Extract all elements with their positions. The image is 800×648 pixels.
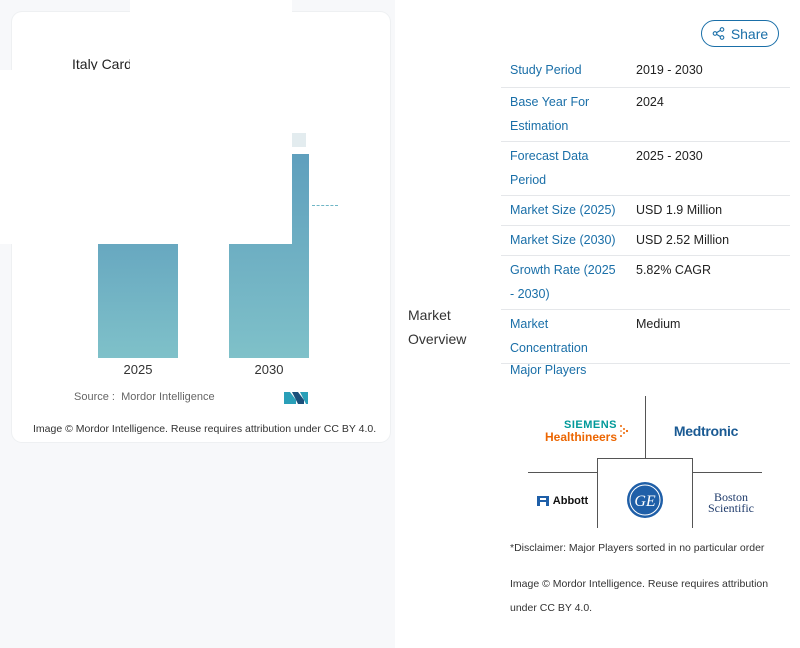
info-row-market-size-2025: Market Size (2025) USD 1.9 Million xyxy=(501,195,790,226)
x-tick-2025: 2025 xyxy=(123,362,153,377)
info-key: Market Size (2030) xyxy=(501,225,627,256)
players-disclaimer: *Disclaimer: Major Players sorted in no … xyxy=(510,542,765,554)
market-info-table: Study Period 2019 - 2030 Base Year For E… xyxy=(501,58,790,364)
info-value: 2025 - 2030 xyxy=(627,141,790,196)
abbott-symbol-icon xyxy=(536,496,549,506)
abbott-logo: Abbott xyxy=(528,484,596,518)
divider xyxy=(692,458,693,528)
players-caption: Image © Mordor Intelligence. Reuse requi… xyxy=(510,578,769,614)
market-overview-label: Market Overview xyxy=(408,307,467,347)
chart-source: Source : Mordor Intelligence xyxy=(74,391,215,403)
medtronic-logo: Medtronic xyxy=(673,423,739,439)
siemens-dots-icon xyxy=(620,425,629,437)
info-row-base-year: Base Year For Estimation 2024 xyxy=(501,87,790,142)
info-value: Medium xyxy=(627,309,790,364)
boston-scientific-logo: Boston Scientific xyxy=(708,490,754,515)
overlay-mask-left xyxy=(0,70,292,244)
info-key: Market Concentration xyxy=(501,309,627,364)
divider xyxy=(597,458,598,528)
info-row-market-size-2030: Market Size (2030) USD 2.52 Million xyxy=(501,225,790,256)
mordor-logo-icon xyxy=(284,390,308,409)
svg-text:GE: GE xyxy=(634,493,656,510)
divider xyxy=(692,472,762,473)
ge-logo-icon: GE xyxy=(623,478,667,522)
forecast-dashed-line xyxy=(312,205,338,206)
divider xyxy=(528,472,597,473)
major-players-heading: Major Players xyxy=(510,363,587,377)
share-icon xyxy=(712,27,725,40)
info-row-study-period: Study Period 2019 - 2030 xyxy=(501,58,790,88)
siemens-healthineers-logo: SIEMENS Healthineers xyxy=(538,414,638,448)
info-key: Growth Rate (2025 - 2030) xyxy=(501,255,627,310)
chart-caption: Image © Mordor Intelligence. Reuse requi… xyxy=(33,423,377,435)
info-value: USD 2.52 Million xyxy=(627,225,790,256)
x-tick-2030: 2030 xyxy=(254,362,284,377)
share-label: Share xyxy=(730,25,769,42)
info-row-market-concentration: Market Concentration Medium xyxy=(501,309,790,364)
info-key: Forecast Data Period xyxy=(501,141,627,196)
info-key: Market Size (2025) xyxy=(501,195,627,226)
info-row-forecast-period: Forecast Data Period 2025 - 2030 xyxy=(501,141,790,196)
bar-2030-top xyxy=(292,133,306,147)
info-row-growth-rate: Growth Rate (2025 - 2030) 5.82% CAGR xyxy=(501,255,790,310)
divider xyxy=(597,458,693,459)
info-key: Base Year For Estimation xyxy=(501,87,627,142)
major-players-grid: SIEMENS Healthineers Medtronic Abbott GE… xyxy=(528,396,762,528)
share-button[interactable]: Share xyxy=(701,20,779,47)
info-key: Study Period xyxy=(501,58,627,88)
divider xyxy=(645,396,646,458)
info-value: USD 1.9 Million xyxy=(627,195,790,226)
info-value: 2019 - 2030 xyxy=(627,58,790,88)
info-value: 2024 xyxy=(627,87,790,142)
info-value: 5.82% CAGR xyxy=(627,255,790,310)
